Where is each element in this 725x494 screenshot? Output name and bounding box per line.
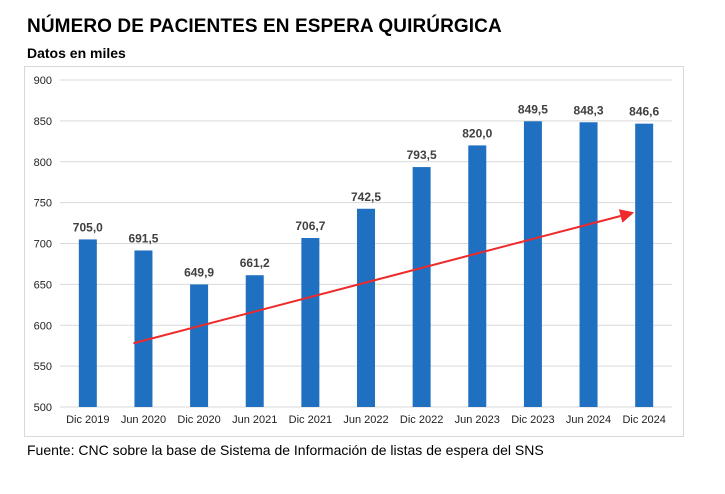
bar [301,238,320,407]
bar-value-label: 846,6 [629,105,659,119]
bar [245,275,264,407]
bar-value-label: 848,3 [574,103,604,117]
bar-value-label: 820,0 [462,126,492,140]
bar-value-label: 661,2 [240,256,270,270]
bar [190,284,209,407]
bar [635,123,654,407]
bar [78,239,97,407]
bars [78,121,654,408]
bar [579,122,598,408]
chart-subtitle: Datos en miles [27,45,126,61]
x-axis-ticks: Dic 2019 Jun 2020 Dic 2020 Jun 2021 Dic 2021… [66,414,666,426]
y-tick-label: 650 [34,279,52,291]
y-tick-label: 750 [34,198,52,210]
x-tick-label: Dic 2023 [511,414,554,426]
chart-frame [24,66,684,437]
x-tick-label: Dic 2019 [66,414,109,426]
y-tick-label: 500 [34,402,52,414]
trend-arrow-line [133,215,621,345]
x-tick-label: Dic 2021 [289,414,332,426]
bar-value-label: 706,7 [295,219,325,233]
x-tick-label: Jun 2024 [566,414,611,426]
y-tick-label: 600 [34,320,52,332]
x-tick-label: Dic 2020 [177,414,220,426]
x-tick-label: Dic 2022 [400,414,443,426]
bar [134,250,153,407]
bar-value-label: 742,5 [351,190,381,204]
x-tick-label: Dic 2024 [622,414,665,426]
y-axis-ticks: 500 550 600 650 700 750 800 850 900 [34,75,52,414]
x-tick-label: Jun 2021 [232,414,277,426]
bar [523,121,542,407]
source-note: Fuente: CNC sobre la base de Sistema de … [27,442,544,458]
value-labels: 705,0 691,5 649,9 661,2 706,7 742,5 793,5 820,0… [73,102,660,279]
y-tick-label: 900 [34,75,52,87]
y-tick-label: 550 [34,361,52,373]
x-tick-label: Jun 2020 [121,414,166,426]
y-tick-label: 800 [34,157,52,169]
chart-title: NÚMERO DE PACIENTES EN ESPERA QUIRÚRGICA [27,16,502,37]
bar-value-label: 705,0 [73,220,103,234]
bar-value-label: 649,9 [184,265,214,279]
y-tick-label: 850 [34,116,52,128]
bar [412,167,431,407]
trend-arrow-head [618,209,635,223]
x-tick-label: Jun 2023 [455,414,500,426]
y-tick-label: 700 [34,239,52,251]
bar [357,208,375,407]
bar [468,145,487,407]
bar-value-label: 793,5 [407,148,437,162]
bar-value-label: 849,5 [518,102,548,116]
x-tick-label: Jun 2022 [343,414,388,426]
bar-value-label: 691,5 [128,231,158,245]
trend-arrow [133,209,635,345]
